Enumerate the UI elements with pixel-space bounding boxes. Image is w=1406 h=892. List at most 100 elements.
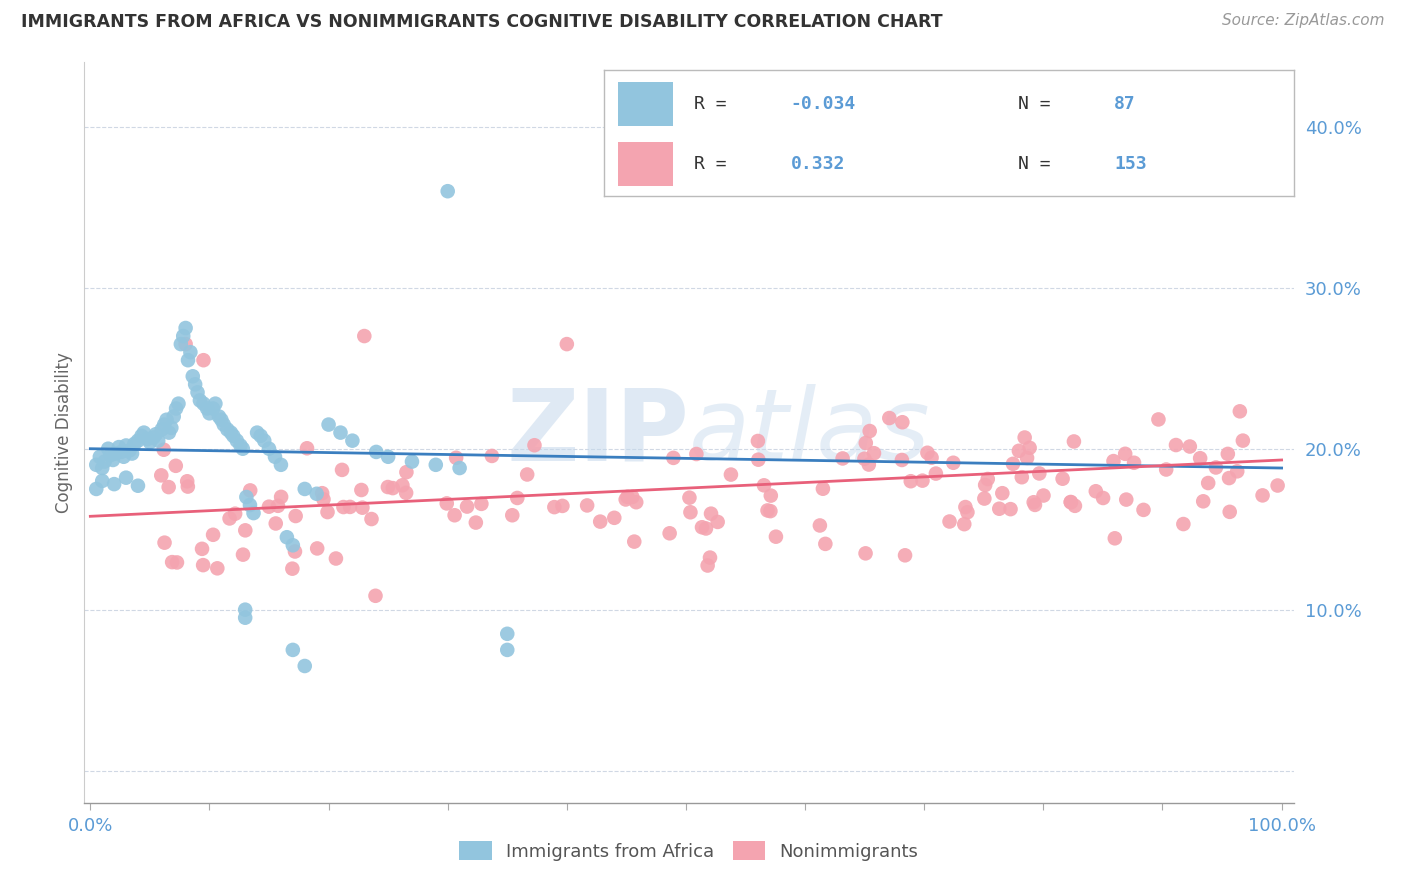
Point bbox=[219, 425, 242, 440]
Point bbox=[284, 508, 307, 523]
Point bbox=[814, 537, 837, 551]
Point bbox=[911, 474, 934, 488]
Point bbox=[603, 511, 626, 525]
Point bbox=[621, 490, 644, 504]
Point bbox=[153, 535, 176, 549]
Point bbox=[700, 507, 723, 521]
Point bbox=[193, 353, 215, 368]
Point bbox=[616, 490, 638, 504]
Point bbox=[1011, 470, 1033, 484]
Point bbox=[1197, 475, 1219, 490]
Point bbox=[330, 463, 353, 477]
Point bbox=[855, 436, 877, 450]
Point bbox=[1205, 460, 1227, 475]
Point bbox=[165, 458, 187, 473]
Point bbox=[91, 474, 114, 488]
Point bbox=[496, 643, 519, 657]
Point bbox=[142, 430, 165, 444]
Point bbox=[449, 461, 471, 475]
Point bbox=[576, 499, 599, 513]
Point bbox=[284, 544, 307, 558]
Point bbox=[1189, 451, 1212, 466]
Point bbox=[894, 549, 917, 563]
Point bbox=[436, 184, 458, 198]
Point bbox=[808, 518, 831, 533]
Point bbox=[281, 562, 304, 576]
Point bbox=[988, 501, 1011, 516]
Point bbox=[1008, 443, 1031, 458]
Point bbox=[1267, 478, 1289, 492]
Point bbox=[121, 446, 143, 460]
Point bbox=[329, 425, 352, 440]
Point bbox=[84, 458, 107, 472]
Point bbox=[456, 500, 478, 514]
Point bbox=[218, 511, 240, 525]
Text: ZIP: ZIP bbox=[506, 384, 689, 481]
Point bbox=[217, 422, 239, 436]
Point bbox=[699, 550, 721, 565]
Point bbox=[177, 480, 200, 494]
Point bbox=[294, 659, 316, 673]
Point bbox=[720, 467, 742, 482]
Point bbox=[695, 521, 717, 535]
Point bbox=[506, 491, 529, 505]
Point bbox=[759, 489, 782, 503]
Point bbox=[222, 429, 245, 443]
Point bbox=[942, 456, 965, 470]
Point bbox=[391, 478, 413, 492]
Point bbox=[188, 393, 211, 408]
Point bbox=[91, 461, 114, 475]
Point bbox=[890, 453, 912, 467]
Point bbox=[953, 517, 976, 532]
Point bbox=[152, 442, 174, 457]
Point bbox=[193, 397, 215, 411]
Point bbox=[177, 353, 200, 368]
Point bbox=[443, 508, 465, 523]
Point bbox=[264, 450, 287, 464]
Point bbox=[1178, 440, 1201, 454]
Point bbox=[104, 446, 127, 460]
Point bbox=[1060, 495, 1083, 509]
Point bbox=[191, 558, 214, 573]
Point bbox=[470, 497, 492, 511]
Point bbox=[377, 450, 399, 464]
Point bbox=[1032, 489, 1054, 503]
Legend: Immigrants from Africa, Nonimmigrants: Immigrants from Africa, Nonimmigrants bbox=[453, 834, 925, 868]
Point bbox=[752, 478, 775, 492]
Point bbox=[267, 499, 290, 513]
Point bbox=[395, 465, 418, 479]
Point bbox=[900, 474, 922, 488]
Point bbox=[921, 450, 943, 465]
Point bbox=[690, 520, 713, 534]
Point bbox=[496, 627, 519, 641]
Point bbox=[198, 406, 221, 420]
Point bbox=[184, 377, 207, 392]
Point bbox=[364, 589, 387, 603]
Point bbox=[318, 417, 340, 432]
Point bbox=[1115, 492, 1137, 507]
Point bbox=[139, 435, 162, 450]
Point bbox=[973, 491, 995, 506]
Point bbox=[229, 438, 252, 452]
Point bbox=[202, 401, 225, 416]
Point bbox=[93, 454, 115, 468]
Y-axis label: Cognitive Disability: Cognitive Disability bbox=[55, 352, 73, 513]
Point bbox=[1192, 494, 1215, 508]
Point bbox=[103, 477, 125, 491]
Point bbox=[294, 482, 316, 496]
Point bbox=[145, 427, 167, 442]
Point bbox=[232, 442, 254, 456]
Point bbox=[1052, 472, 1074, 486]
Point bbox=[1154, 462, 1177, 476]
Point bbox=[974, 478, 997, 492]
Point bbox=[747, 452, 769, 467]
Point bbox=[112, 450, 135, 464]
Point bbox=[176, 475, 198, 489]
Point bbox=[1060, 495, 1083, 509]
Point bbox=[233, 610, 256, 624]
Point bbox=[110, 445, 132, 459]
Point bbox=[350, 483, 373, 497]
Point bbox=[626, 495, 648, 509]
Point bbox=[1014, 430, 1036, 444]
Point bbox=[253, 434, 276, 448]
